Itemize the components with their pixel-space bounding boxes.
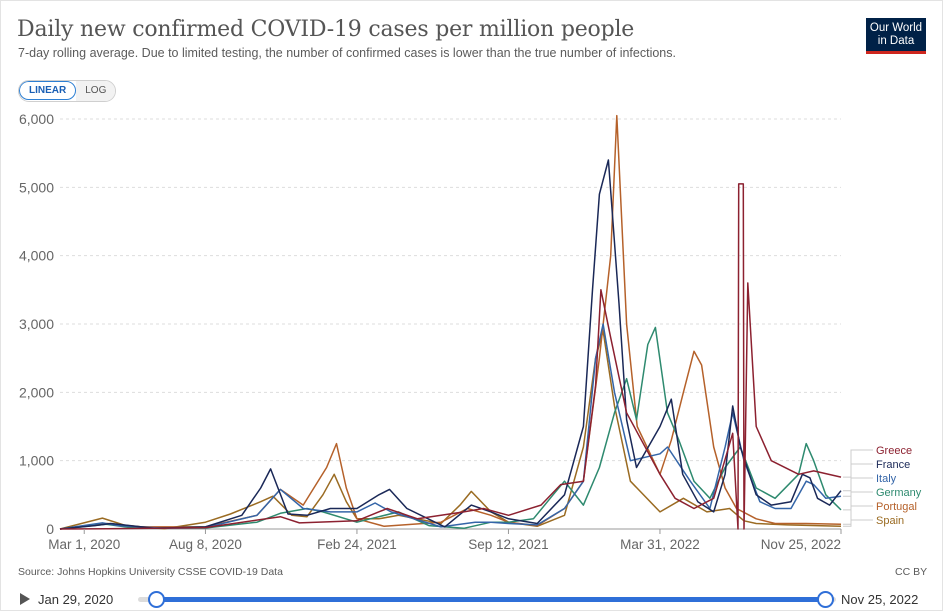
legend-label-italy[interactable]: Italy [876, 473, 897, 485]
x-tick-label: Feb 24, 2021 [317, 537, 397, 552]
log-button[interactable]: LOG [76, 81, 116, 101]
line-chart: 0 1,000 2,000 3,000 4,000 5,000 6,000 Mar 1, 2… [19, 111, 922, 552]
chart-subtitle: 7-day rolling average. Due to limited te… [18, 46, 676, 60]
y-tick-label: 3,000 [19, 316, 54, 332]
legend-label-greece[interactable]: Greece [876, 445, 912, 457]
owid-logo[interactable]: Our World in Data [866, 18, 926, 54]
chart-title: Daily new confirmed COVID-19 cases per m… [17, 17, 635, 42]
x-tick-label: Nov 25, 2022 [761, 537, 841, 552]
linear-button[interactable]: LINEAR [19, 81, 77, 100]
series-line-germany[interactable] [59, 326, 842, 530]
series-line-france[interactable] [59, 159, 842, 530]
source-note: Source: Johns Hopkins University CSSE CO… [18, 566, 283, 578]
legend-connector [843, 505, 873, 525]
grid: 0 1,000 2,000 3,000 4,000 5,000 6,000 [19, 111, 841, 537]
x-axis: Mar 1, 2020 Aug 8, 2020 Feb 24, 2021 Sep 12… [48, 529, 842, 552]
logo-line-2: in Data [877, 34, 915, 47]
play-icon[interactable] [20, 593, 30, 605]
legend-label-germany[interactable]: Germany [876, 487, 922, 499]
y-tick-label: 0 [46, 521, 54, 537]
legend-label-france[interactable]: France [876, 459, 910, 471]
timeline-end-handle[interactable] [817, 591, 834, 608]
series-line-portugal[interactable] [59, 114, 842, 530]
y-tick-label: 5,000 [19, 179, 54, 195]
x-tick-label: Aug 8, 2020 [169, 537, 242, 552]
x-tick-label: Sep 12, 2021 [468, 537, 548, 552]
series-line-greece[interactable] [59, 183, 842, 530]
y-tick-label: 2,000 [19, 384, 54, 400]
series-layer [59, 114, 842, 530]
legend-label-portugal[interactable]: Portugal [876, 501, 917, 513]
timeline-start-handle[interactable] [148, 591, 165, 608]
x-tick-label: Mar 1, 2020 [48, 537, 120, 552]
legend: Greece France Italy Germany Portugal Spain [843, 445, 922, 527]
y-tick-label: 1,000 [19, 453, 54, 469]
legend-connector [843, 519, 873, 527]
x-tick-label: Mar 31, 2022 [620, 537, 700, 552]
series-line-italy[interactable] [59, 323, 842, 530]
license-link[interactable]: CC BY [895, 566, 928, 578]
y-tick-label: 6,000 [19, 111, 54, 127]
timeline-start-label: Jan 29, 2020 [38, 592, 114, 607]
legend-connector [843, 477, 873, 497]
timeline-end-label: Nov 25, 2022 [841, 592, 919, 607]
y-tick-label: 4,000 [19, 248, 54, 264]
timeline-range[interactable] [156, 597, 825, 602]
legend-connector [843, 463, 873, 492]
series-line-spain[interactable] [59, 330, 842, 530]
logo-bar [866, 51, 926, 54]
scale-toggle: LINEAR LOG [18, 80, 117, 102]
legend-label-spain[interactable]: Spain [876, 515, 904, 527]
legend-connector [843, 491, 873, 511]
logo-line-1: Our World [869, 22, 923, 34]
